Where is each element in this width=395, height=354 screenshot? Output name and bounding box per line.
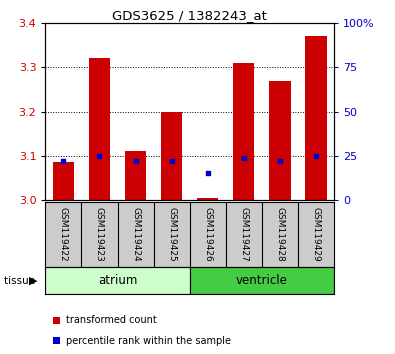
Bar xyxy=(269,80,290,200)
Point xyxy=(132,158,139,164)
Text: GSM119425: GSM119425 xyxy=(167,207,176,262)
Title: GDS3625 / 1382243_at: GDS3625 / 1382243_at xyxy=(112,9,267,22)
Text: GSM119428: GSM119428 xyxy=(275,207,284,262)
Text: ▶: ▶ xyxy=(29,275,38,286)
Bar xyxy=(89,58,110,200)
Bar xyxy=(233,63,254,200)
Text: GSM119426: GSM119426 xyxy=(203,207,212,262)
Point xyxy=(312,153,319,159)
Point xyxy=(168,158,175,164)
Point xyxy=(276,158,283,164)
Text: GSM119424: GSM119424 xyxy=(131,207,140,262)
Text: ventricle: ventricle xyxy=(236,274,288,287)
Text: atrium: atrium xyxy=(98,274,137,287)
Bar xyxy=(161,112,182,200)
Bar xyxy=(125,152,146,200)
Bar xyxy=(53,162,74,200)
Bar xyxy=(190,267,334,294)
Text: GSM119427: GSM119427 xyxy=(239,207,248,262)
Text: percentile rank within the sample: percentile rank within the sample xyxy=(66,336,231,346)
Point xyxy=(96,153,103,159)
Bar xyxy=(305,36,327,200)
Text: GSM119422: GSM119422 xyxy=(59,207,68,262)
Text: transformed count: transformed count xyxy=(66,315,157,325)
Text: GSM119423: GSM119423 xyxy=(95,207,104,262)
Bar xyxy=(45,267,190,294)
Point xyxy=(241,155,247,160)
Text: tissue: tissue xyxy=(4,275,38,286)
Point xyxy=(205,171,211,176)
Bar xyxy=(197,198,218,200)
Point xyxy=(60,158,67,164)
Text: GSM119429: GSM119429 xyxy=(311,207,320,262)
